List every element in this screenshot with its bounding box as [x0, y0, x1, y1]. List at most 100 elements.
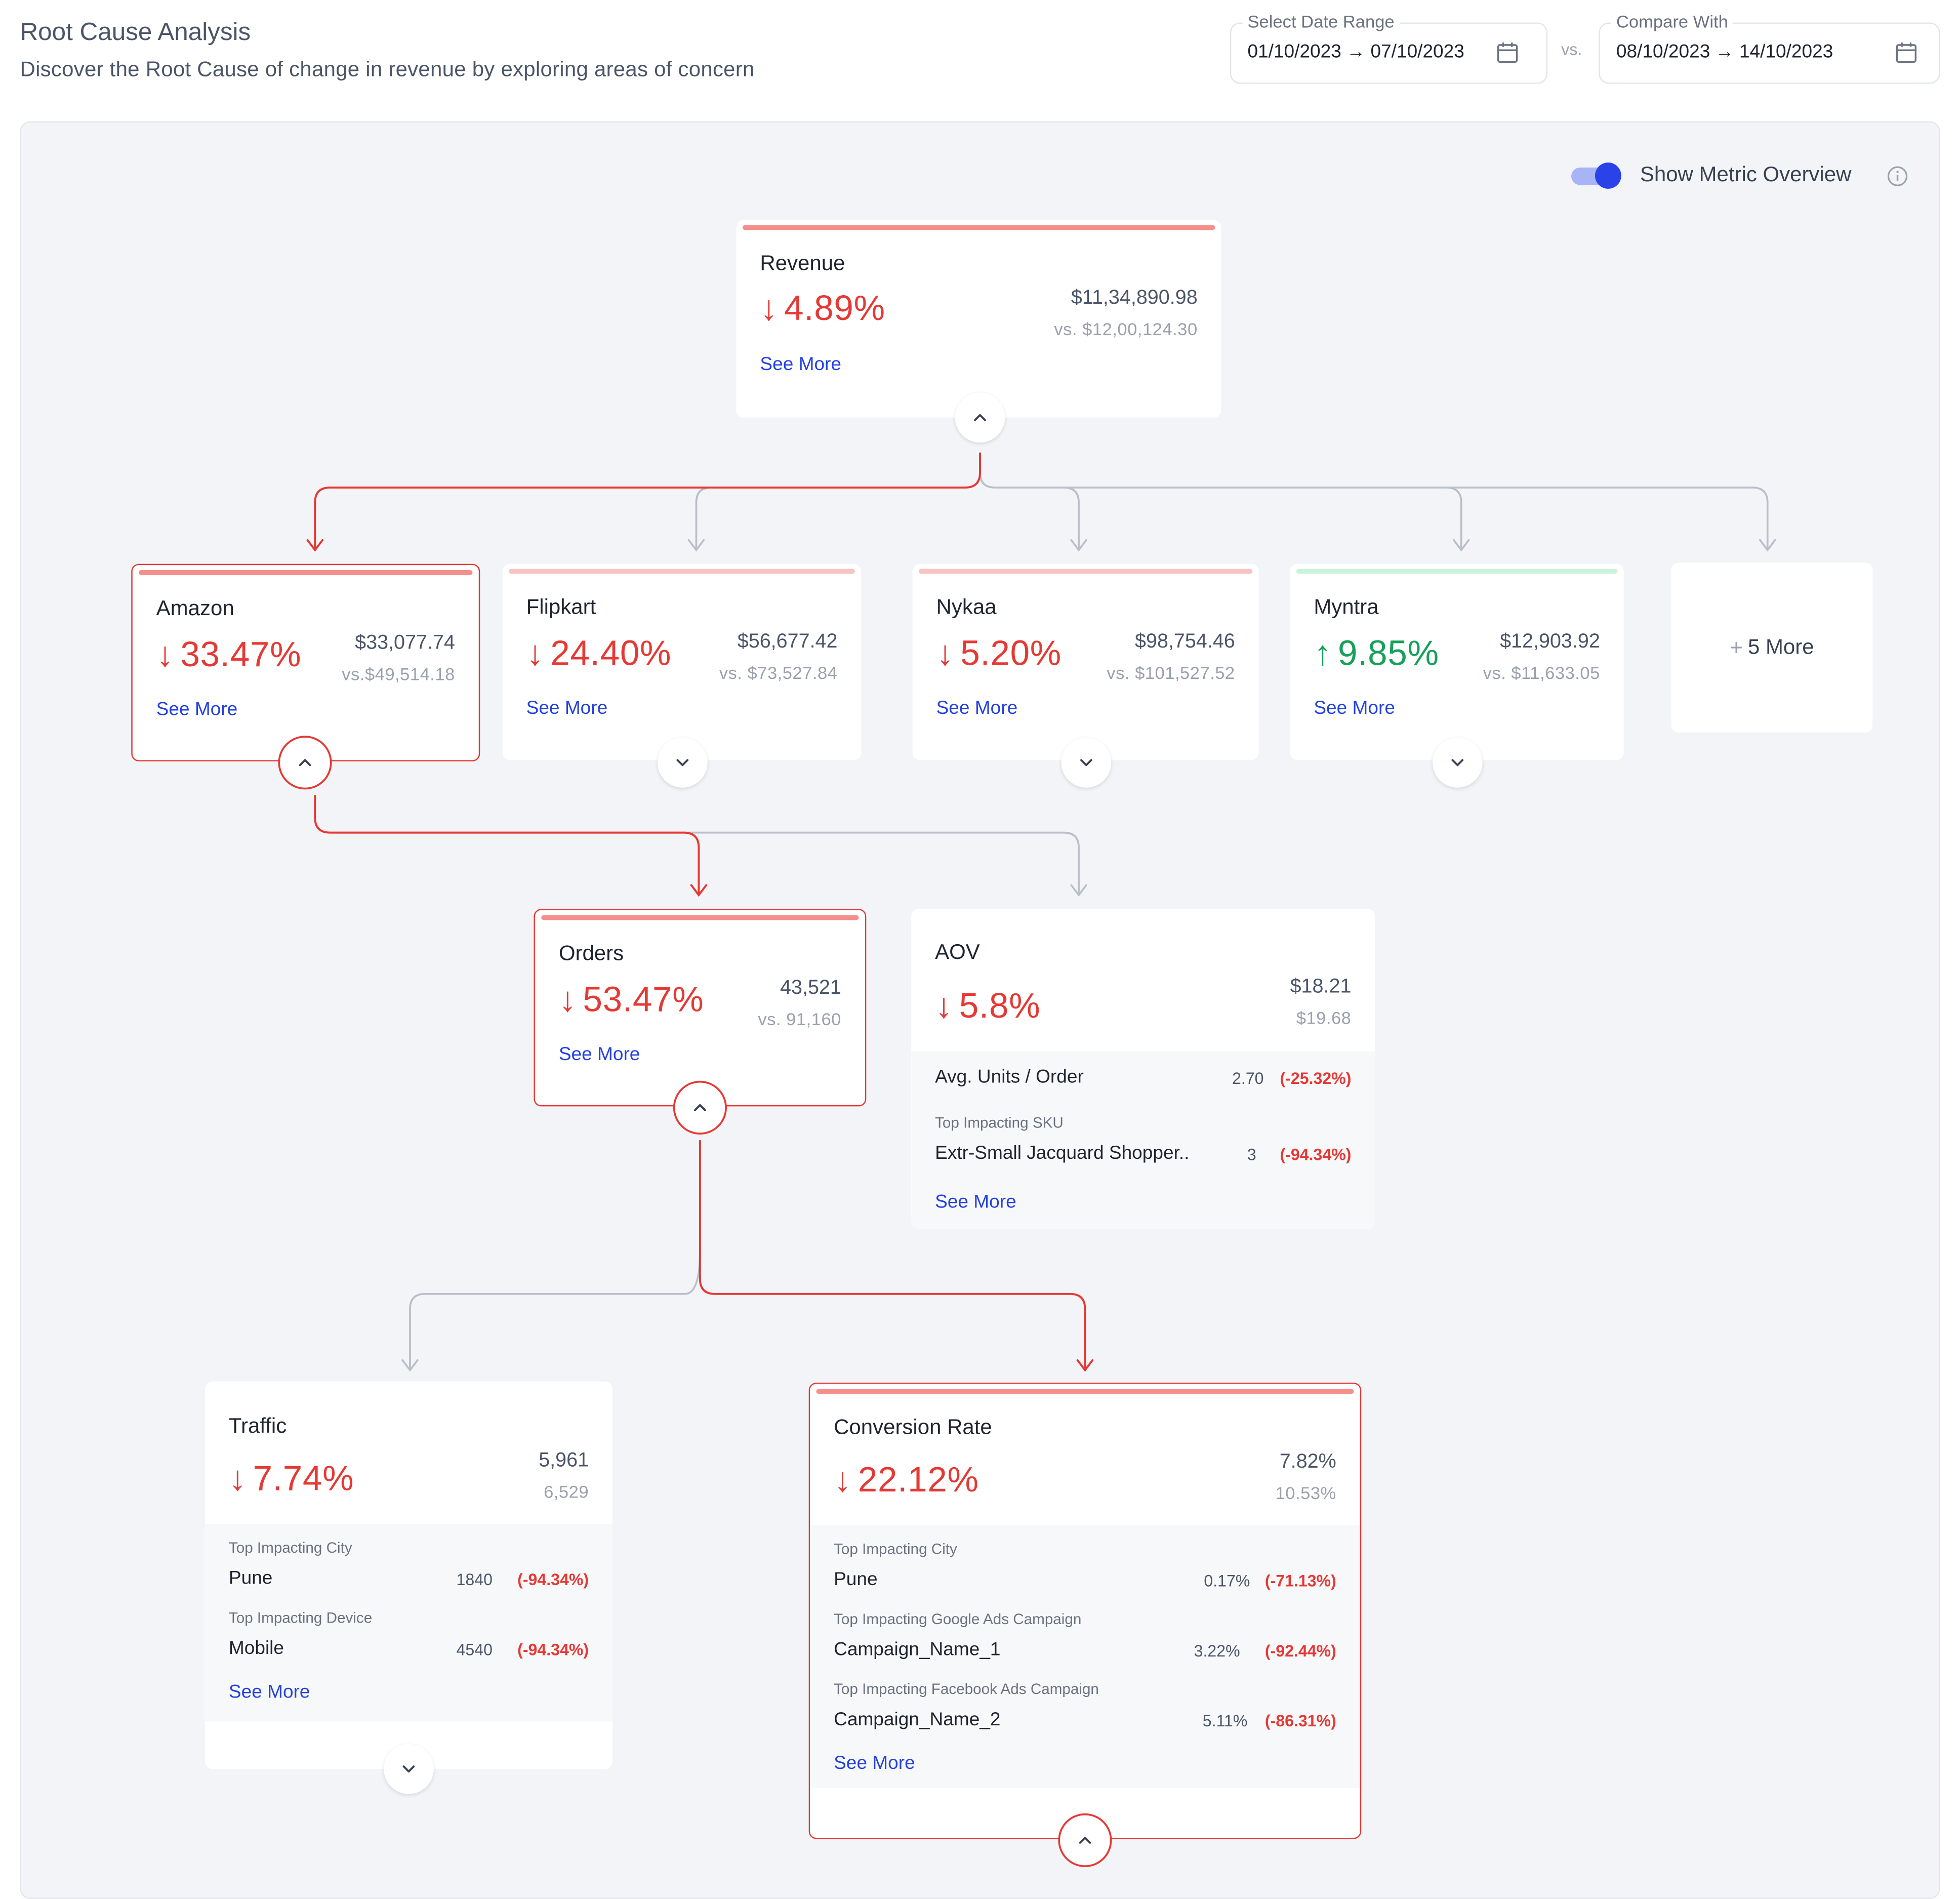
revenue-card[interactable]: Revenue ↓ 4.89% $11,34,890.98 vs. $12,00,…: [736, 220, 1221, 418]
sku-value: 3: [1247, 1145, 1256, 1164]
see-more-link[interactable]: See More: [156, 699, 238, 720]
metric-change: ↓ 7.74%: [229, 1459, 354, 1499]
see-more-link[interactable]: See More: [935, 1191, 1016, 1213]
previous-value: 6,529: [544, 1481, 589, 1502]
conversion-rate-card[interactable]: Conversion Rate ↓ 22.12% 7.82% 10.53% Top…: [808, 1383, 1362, 1839]
compare-range-legend: Compare With: [1611, 11, 1733, 31]
chevron-up-icon: [974, 414, 986, 421]
metric-overview-toggle[interactable]: [1571, 163, 1621, 189]
arrow-up-icon: ↑: [1314, 633, 1332, 673]
arrow-down-icon: ↓: [935, 986, 953, 1025]
metric-name: Orders: [558, 941, 624, 965]
expand-button[interactable]: [1432, 737, 1483, 788]
severity-bar: [816, 1389, 1354, 1394]
expand-button[interactable]: [1061, 737, 1112, 788]
avg-units-change: (-25.32%): [1280, 1069, 1352, 1088]
city-label: Top Impacting City: [834, 1540, 957, 1558]
sku-name: Extr-Small Jacquard Shopper..: [935, 1143, 1190, 1164]
google-campaign-label: Top Impacting Google Ads Campaign: [834, 1610, 1082, 1628]
previous-value: 10.53%: [1275, 1482, 1336, 1503]
see-more-link[interactable]: See More: [936, 697, 1018, 719]
previous-value: vs. $101,527.52: [1107, 662, 1235, 683]
city-name: Pune: [834, 1569, 878, 1591]
expand-button[interactable]: [657, 737, 708, 788]
calendar-icon[interactable]: [1895, 41, 1917, 63]
see-more-link[interactable]: See More: [228, 1681, 310, 1703]
see-more-link[interactable]: See More: [760, 353, 842, 375]
chevron-down-icon: [1451, 759, 1464, 766]
collapse-button[interactable]: [1060, 1815, 1110, 1866]
compare-range-picker[interactable]: [1599, 22, 1940, 84]
orders-card[interactable]: Orders ↓ 53.47% 43,521 vs. 91,160 See Mor…: [534, 909, 867, 1107]
chevron-down-icon: [676, 759, 689, 766]
sku-change: (-94.34%): [1280, 1145, 1352, 1164]
see-more-link[interactable]: See More: [526, 697, 608, 719]
metric-overview-label: Show Metric Overview: [1640, 163, 1852, 186]
metric-change: ↓ 4.89%: [760, 289, 885, 329]
more-channels-button[interactable]: + 5 More: [1671, 562, 1873, 733]
metric-name: Conversion Rate: [834, 1415, 992, 1439]
metric-name: Revenue: [760, 251, 845, 275]
arrow-down-icon: ↓: [526, 633, 544, 673]
device-label: Top Impacting Device: [228, 1609, 373, 1627]
arrow-down-icon: ↓: [760, 289, 778, 328]
date-range-value[interactable]: 01/10/2023 → 07/10/2023: [1247, 41, 1464, 63]
date-range-picker[interactable]: [1230, 22, 1548, 84]
device-change: (-94.34%): [517, 1640, 589, 1659]
metric-name: Nykaa: [936, 595, 997, 619]
city-value: 1840: [456, 1570, 493, 1589]
severity-bar: [742, 225, 1215, 230]
collapse-button[interactable]: [280, 737, 330, 788]
device-name: Mobile: [228, 1637, 284, 1659]
facebook-campaign-value: 5.11%: [1202, 1711, 1248, 1730]
myntra-card[interactable]: Myntra ↑ 9.85% $12,903.92 vs. $11,633.05 …: [1290, 563, 1624, 760]
current-value: $98,754.46: [1135, 631, 1235, 653]
flipkart-card[interactable]: Flipkart ↓ 24.40% $56,677.42 vs. $73,527.…: [502, 563, 862, 760]
info-icon[interactable]: [1886, 165, 1908, 187]
see-more-link[interactable]: See More: [558, 1043, 640, 1065]
arrow-down-icon: ↓: [558, 980, 577, 1019]
severity-bar: [139, 570, 473, 575]
metric-change: ↓ 22.12%: [834, 1460, 979, 1500]
collapse-button[interactable]: [955, 392, 1005, 443]
current-value: $11,34,890.98: [1071, 287, 1198, 309]
plus-icon: +: [1730, 634, 1743, 660]
previous-value: vs. $11,633.05: [1483, 662, 1600, 683]
compare-range-value[interactable]: 08/10/2023 → 14/10/2023: [1616, 41, 1833, 63]
previous-value: vs. 91,160: [758, 1008, 841, 1029]
current-value: 5,961: [539, 1450, 589, 1472]
aov-details: Avg. Units / Order 2.70 (-25.32%) Top Im…: [911, 1051, 1375, 1229]
city-value: 0.17%: [1204, 1571, 1250, 1591]
metric-change: ↓ 33.47%: [156, 635, 302, 675]
page-subtitle: Discover the Root Cause of change in rev…: [20, 57, 755, 82]
amazon-card[interactable]: Amazon ↓ 33.47% $33,077.74 vs.$49,514.18 …: [131, 563, 480, 761]
aov-card[interactable]: AOV ↓ 5.8% $18.21 $19.68 Avg. Units / Ord…: [911, 909, 1375, 1229]
current-value: 7.82%: [1279, 1451, 1336, 1473]
chevron-down-icon: [1080, 759, 1092, 766]
date-range-legend: Select Date Range: [1242, 11, 1400, 31]
nykaa-card[interactable]: Nykaa ↓ 5.20% $98,754.46 vs. $101,527.52 …: [912, 563, 1259, 760]
previous-value: vs. $12,00,124.30: [1054, 318, 1198, 339]
see-more-link[interactable]: See More: [834, 1753, 915, 1774]
metric-name: AOV: [935, 940, 980, 964]
arrow-down-icon: ↓: [228, 1459, 247, 1498]
more-label: 5 More: [1747, 635, 1814, 659]
calendar-icon[interactable]: [1496, 41, 1519, 63]
current-value: $33,077.74: [355, 632, 455, 654]
vs-label: vs.: [1561, 40, 1582, 59]
facebook-campaign-change: (-86.31%): [1264, 1711, 1336, 1730]
severity-bar: [541, 915, 859, 920]
city-name: Pune: [228, 1567, 273, 1589]
traffic-details: Top Impacting City Pune 1840 (-94.34%) T…: [205, 1524, 613, 1722]
metric-change: ↓ 53.47%: [559, 980, 704, 1020]
severity-bar: [509, 569, 855, 574]
metric-name: Amazon: [156, 596, 234, 620]
traffic-card[interactable]: Traffic ↓ 7.74% 5,961 6,529 Top Impacting…: [205, 1381, 613, 1769]
sku-label: Top Impacting SKU: [935, 1114, 1064, 1132]
city-label: Top Impacting City: [228, 1539, 352, 1557]
see-more-link[interactable]: See More: [1314, 697, 1395, 719]
expand-button[interactable]: [384, 1744, 434, 1794]
collapse-button[interactable]: [675, 1082, 725, 1133]
conversion-details: Top Impacting City Pune 0.17% (-71.13%) …: [810, 1525, 1360, 1788]
google-campaign-change: (-92.44%): [1264, 1641, 1336, 1661]
